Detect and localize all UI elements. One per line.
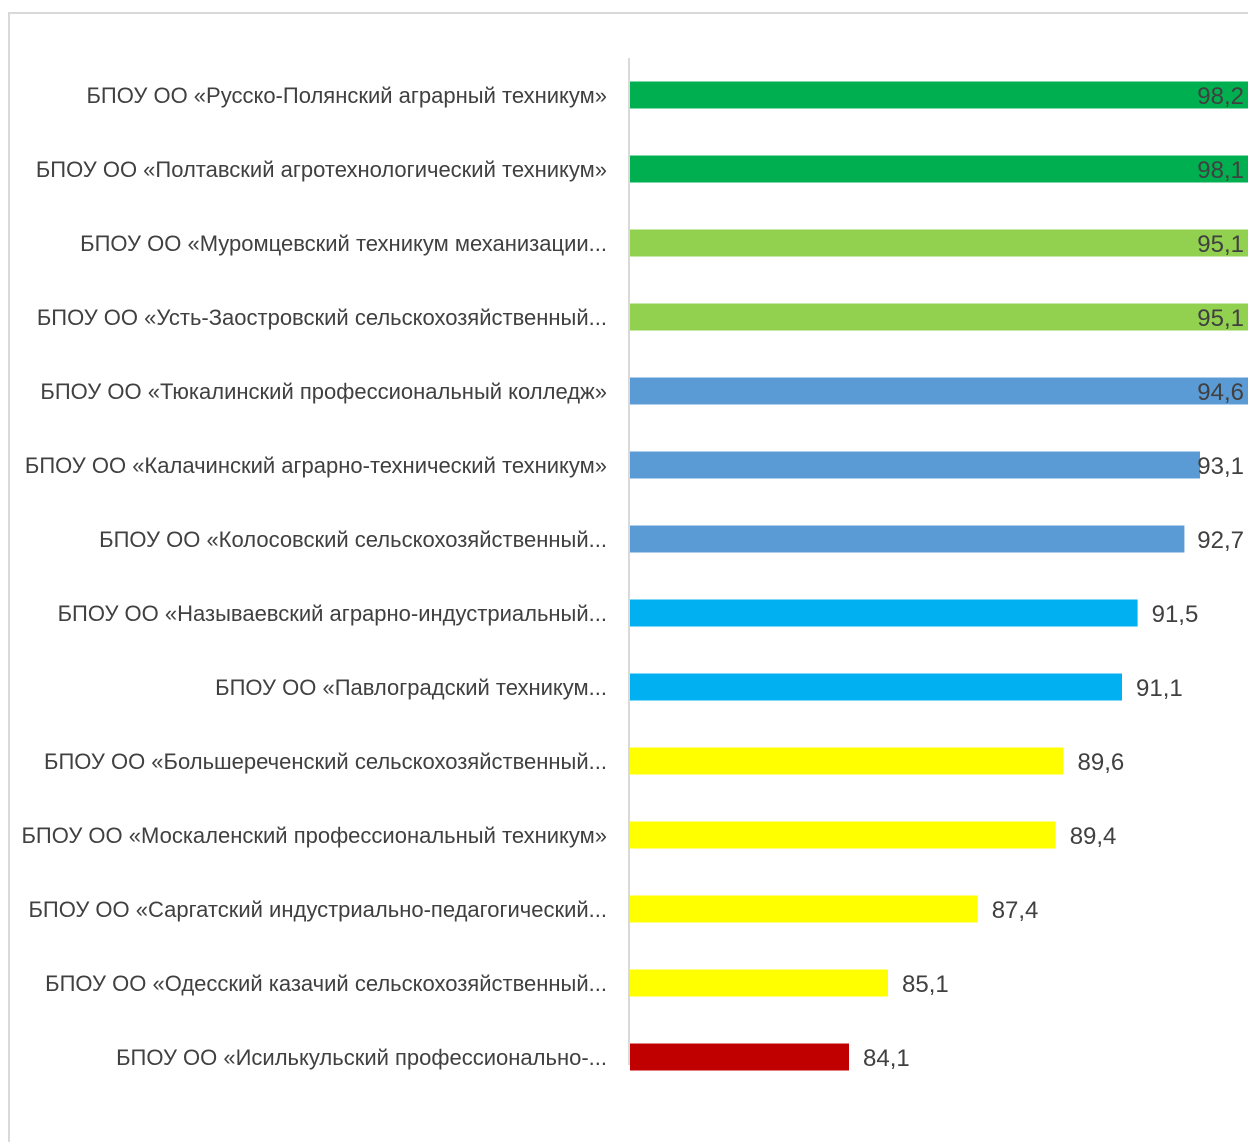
chart-frame — [8, 12, 1248, 1142]
value-label: 94,6 — [1197, 379, 1244, 406]
category-label: БПОУ ОО «Саргатский индустриально-педаго… — [28, 897, 607, 922]
value-label: 95,1 — [1197, 231, 1244, 258]
category-label: БПОУ ОО «Муромцевский техникум механизац… — [80, 231, 607, 256]
category-label: БПОУ ОО «Одесский казачий сельскохозяйст… — [45, 971, 607, 996]
bar — [630, 673, 1122, 701]
bar — [630, 821, 1056, 849]
value-labels-layer: 98,2 98,1 95,1 95,1 94,6 93,1 92,7 91,5 91,1 89,6… — [863, 83, 1244, 1072]
category-label: БПОУ ОО «Полтавский агротехнологический … — [36, 157, 607, 182]
bar — [630, 377, 1248, 405]
value-label: 89,4 — [1070, 823, 1117, 850]
category-labels-layer: БПОУ ОО «Русско-Полянский аграрный техни… — [21, 83, 607, 1070]
bar — [630, 303, 1248, 331]
bar — [630, 155, 1248, 183]
value-label: 92,7 — [1197, 527, 1244, 554]
value-label: 93,1 — [1197, 453, 1244, 480]
category-label: БПОУ ОО «Калачинский аграрно-технический… — [25, 453, 607, 478]
bar — [630, 895, 978, 923]
value-label: 95,1 — [1197, 305, 1244, 332]
value-label: 91,1 — [1136, 675, 1183, 702]
bars-layer — [630, 81, 1248, 1071]
category-label: БПОУ ОО «Исилькульский профессионально-.… — [116, 1045, 607, 1070]
category-label: БПОУ ОО «Москаленский профессиональный т… — [21, 823, 607, 848]
bar — [630, 969, 888, 997]
bar — [630, 229, 1248, 257]
bar — [630, 525, 1185, 553]
category-label: БПОУ ОО «Называевский аграрно-индустриал… — [58, 601, 607, 626]
category-label: БПОУ ОО «Тюкалинский профессиональный ко… — [40, 379, 607, 404]
value-label: 87,4 — [992, 897, 1039, 924]
value-label: 84,1 — [863, 1045, 910, 1072]
value-label: 98,1 — [1197, 157, 1244, 184]
bar — [630, 451, 1200, 479]
bar — [630, 81, 1248, 109]
value-label: 98,2 — [1197, 83, 1244, 110]
bar — [630, 1043, 849, 1071]
category-label: БПОУ ОО «Колосовский сельскохозяйственны… — [99, 527, 607, 552]
bar — [630, 747, 1064, 775]
category-label: БПОУ ОО «Усть-Заостровский сельскохозяйс… — [37, 305, 607, 330]
category-label: БПОУ ОО «Большереченский сельскохозяйств… — [44, 749, 607, 774]
category-label: БПОУ ОО «Русско-Полянский аграрный техни… — [86, 83, 607, 108]
category-label: БПОУ ОО «Павлоградский техникум... — [215, 675, 607, 700]
value-label: 85,1 — [902, 971, 949, 998]
value-label: 91,5 — [1152, 601, 1199, 628]
bar — [630, 599, 1138, 627]
value-label: 89,6 — [1078, 749, 1125, 776]
